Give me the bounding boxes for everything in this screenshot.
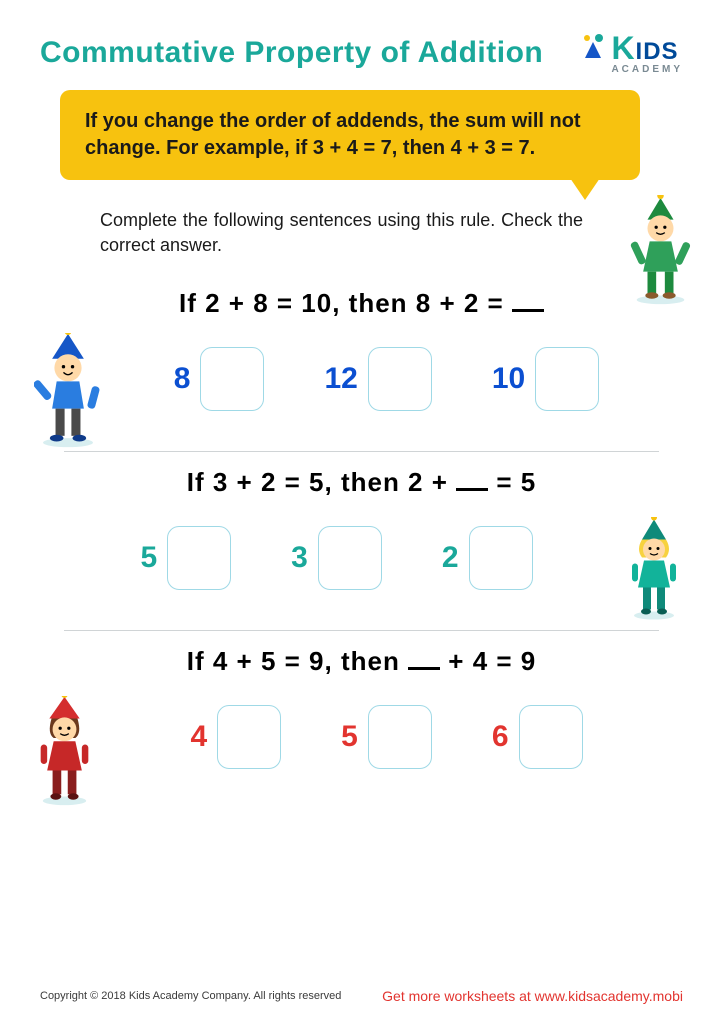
logo: KIDS ACADEMY [579, 30, 683, 75]
footer-link[interactable]: Get more worksheets at www.kidsacademy.m… [382, 988, 683, 1004]
equation-2: If 3 + 2 = 5, then 2 + = 5 [64, 467, 659, 498]
checkbox-2b[interactable] [318, 526, 382, 590]
blank-1 [512, 309, 544, 312]
instructions-text: Complete the following sentences using t… [100, 208, 583, 258]
option-1c[interactable]: 10 [492, 347, 599, 411]
options-2: 5 3 2 [64, 526, 659, 590]
checkbox-1b[interactable] [368, 347, 432, 411]
logo-letter-k: K [611, 30, 635, 66]
option-2a-num: 5 [140, 541, 157, 575]
equation-1: If 2 + 8 = 10, then 8 + 2 = [64, 288, 659, 319]
elf-teal-icon [624, 517, 689, 627]
option-1a[interactable]: 8 [174, 347, 265, 411]
equation-3: If 4 + 5 = 9, then + 4 = 9 [64, 646, 659, 677]
checkbox-3a[interactable] [217, 705, 281, 769]
option-3a-num: 4 [190, 720, 207, 754]
option-1b-num: 12 [324, 362, 357, 396]
eq3-pre: If 4 + 5 = 9, then [187, 646, 408, 676]
option-3b[interactable]: 5 [341, 705, 432, 769]
blank-3 [408, 667, 440, 670]
problem-2: If 3 + 2 = 5, then 2 + = 5 5 3 2 [64, 467, 659, 616]
problem-1: If 2 + 8 = 10, then 8 + 2 = 8 12 10 [64, 288, 659, 437]
blank-2 [456, 488, 488, 491]
checkbox-2c[interactable] [469, 526, 533, 590]
rule-callout: If you change the order of addends, the … [60, 90, 640, 180]
eq3-post: + 4 = 9 [440, 646, 536, 676]
checkbox-2a[interactable] [167, 526, 231, 590]
eq2-pre: If 3 + 2 = 5, then 2 + [187, 467, 456, 497]
checkbox-1c[interactable] [535, 347, 599, 411]
options-1: 8 12 10 [64, 347, 659, 411]
option-1a-num: 8 [174, 362, 191, 396]
logo-letters: IDS [636, 38, 679, 65]
copyright-text: Copyright © 2018 Kids Academy Company. A… [40, 990, 341, 1002]
option-3c-num: 6 [492, 720, 509, 754]
logo-subtitle: ACADEMY [611, 64, 683, 75]
header: Commutative Property of Addition KIDS AC… [40, 30, 683, 75]
divider-1 [64, 451, 659, 452]
checkbox-3c[interactable] [519, 705, 583, 769]
option-2b[interactable]: 3 [291, 526, 382, 590]
option-1c-num: 10 [492, 362, 525, 396]
option-3a[interactable]: 4 [190, 705, 281, 769]
options-3: 4 5 6 [64, 705, 659, 769]
option-2a[interactable]: 5 [140, 526, 231, 590]
eq1-pre: If 2 + 8 = 10, then 8 + 2 = [179, 288, 512, 318]
option-1b[interactable]: 12 [324, 347, 431, 411]
logo-splat-icon [579, 32, 607, 73]
option-3c[interactable]: 6 [492, 705, 583, 769]
elf-red-icon [32, 696, 97, 811]
checkbox-1a[interactable] [200, 347, 264, 411]
option-3b-num: 5 [341, 720, 358, 754]
option-2c-num: 2 [442, 541, 459, 575]
divider-2 [64, 630, 659, 631]
option-2c[interactable]: 2 [442, 526, 533, 590]
option-2b-num: 3 [291, 541, 308, 575]
checkbox-3b[interactable] [368, 705, 432, 769]
footer: Copyright © 2018 Kids Academy Company. A… [40, 988, 683, 1004]
problem-3: If 4 + 5 = 9, then + 4 = 9 4 5 6 [64, 646, 659, 795]
page-title: Commutative Property of Addition [40, 36, 543, 70]
elf-blue-icon [34, 333, 99, 453]
eq2-post: = 5 [488, 467, 536, 497]
